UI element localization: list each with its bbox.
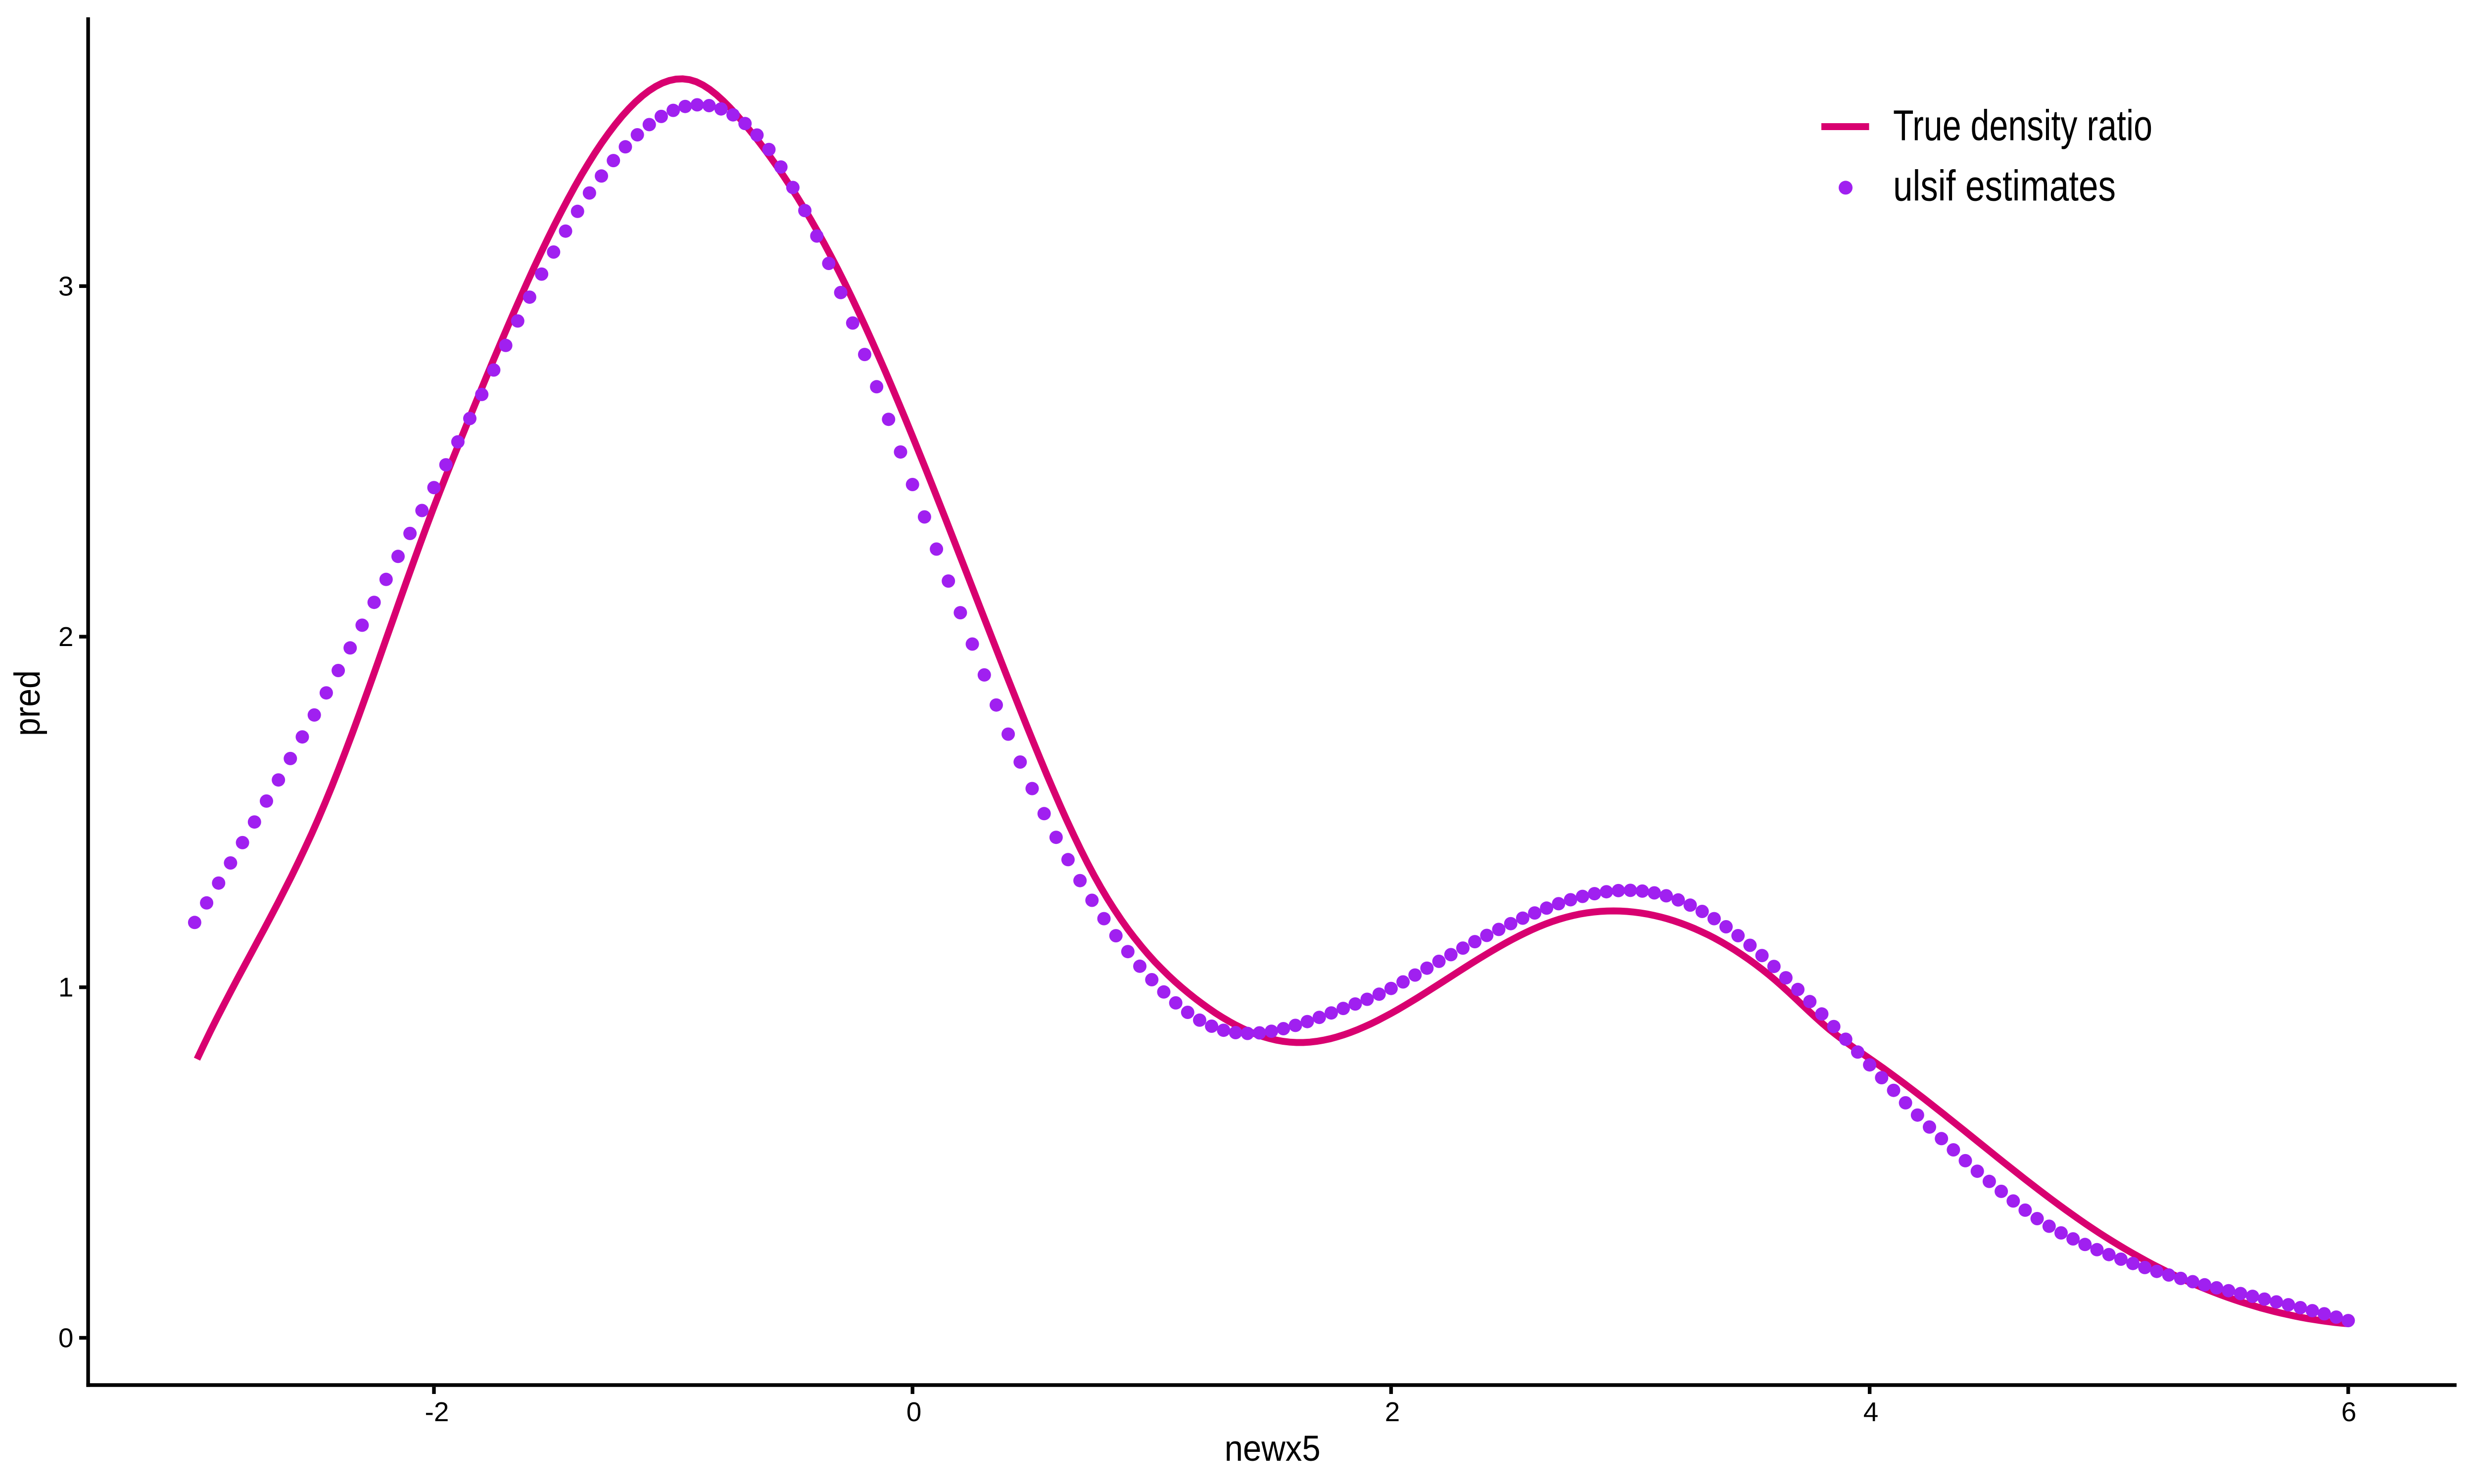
svg-text:pred: pred (7, 670, 48, 736)
svg-text:-2: -2 (425, 1396, 449, 1427)
svg-text:1: 1 (58, 972, 74, 1003)
svg-text:4: 4 (1863, 1396, 1879, 1427)
svg-text:2: 2 (1385, 1396, 1400, 1427)
svg-text:3: 3 (58, 271, 74, 301)
svg-text:ulsif estimates: ulsif estimates (1893, 162, 2116, 210)
svg-text:6: 6 (2341, 1396, 2357, 1427)
svg-text:0: 0 (58, 1322, 74, 1353)
svg-text:newx5: newx5 (1225, 1429, 1321, 1469)
svg-text:0: 0 (906, 1396, 922, 1427)
svg-text:2: 2 (58, 621, 74, 652)
svg-text:True density ratio: True density ratio (1893, 101, 2152, 149)
